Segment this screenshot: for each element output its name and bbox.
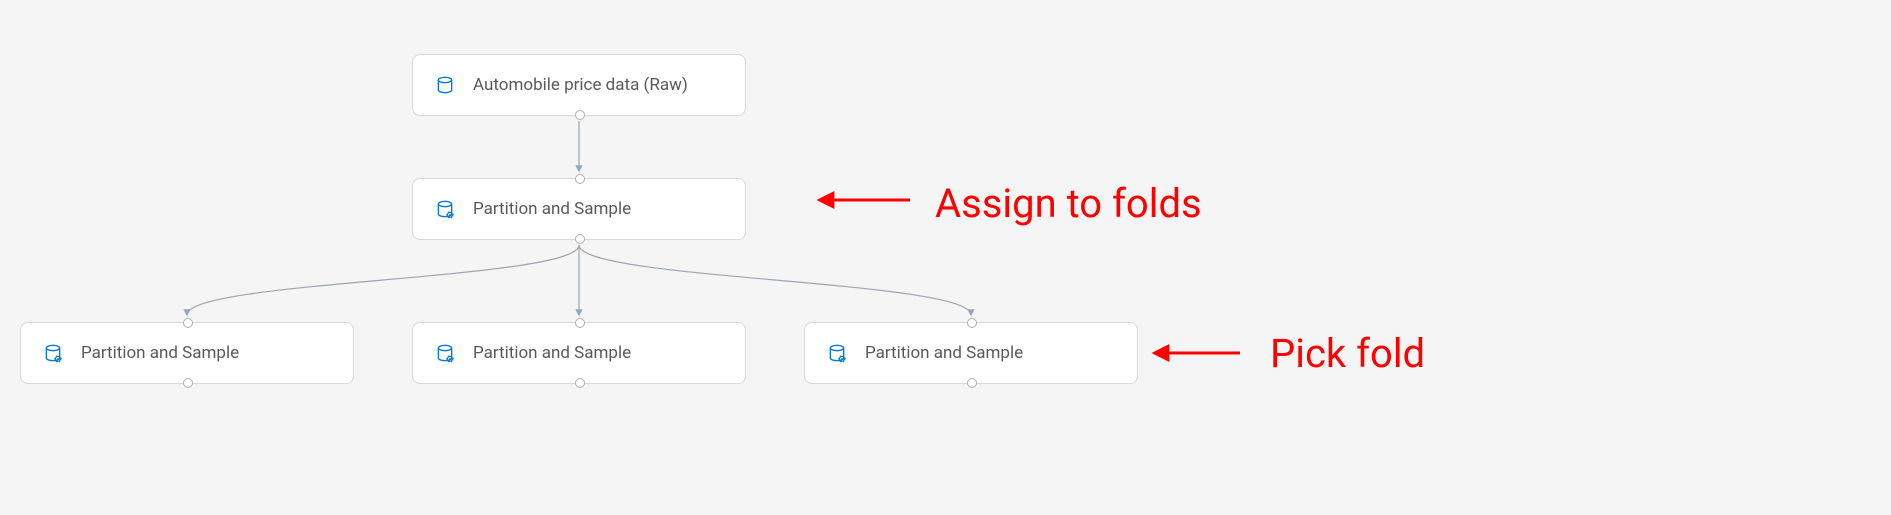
node-label: Automobile price data (Raw) [473, 75, 745, 95]
output-port[interactable] [183, 378, 193, 388]
edge [187, 245, 579, 315]
pipeline-node[interactable]: Partition and Sample [20, 322, 354, 384]
input-port[interactable] [183, 318, 193, 328]
annotation-arrow [1143, 341, 1252, 365]
pipeline-node[interactable]: Automobile price data (Raw) [412, 54, 746, 116]
input-port[interactable] [575, 174, 585, 184]
pipeline-node[interactable]: Partition and Sample [804, 322, 1138, 384]
output-port[interactable] [575, 378, 585, 388]
output-port[interactable] [967, 378, 977, 388]
input-port[interactable] [967, 318, 977, 328]
diagram-canvas: Automobile price data (Raw) Partition and… [0, 0, 1891, 515]
edge [579, 245, 971, 315]
output-port[interactable] [575, 234, 585, 244]
node-icon-wrap [435, 199, 455, 219]
edges-layer [0, 0, 1891, 515]
node-label: Partition and Sample [81, 343, 353, 363]
database-gear-icon [435, 343, 455, 363]
node-label: Partition and Sample [473, 343, 745, 363]
annotation-label: Pick fold [1270, 330, 1425, 377]
node-icon-wrap [43, 343, 63, 363]
pipeline-node[interactable]: Partition and Sample [412, 178, 746, 240]
node-label: Partition and Sample [473, 199, 745, 219]
database-gear-icon [827, 343, 847, 363]
output-port[interactable] [575, 110, 585, 120]
node-icon-wrap [435, 343, 455, 363]
database-icon [435, 75, 455, 95]
input-port[interactable] [575, 318, 585, 328]
annotation-label: Assign to folds [935, 180, 1202, 227]
node-label: Partition and Sample [865, 343, 1137, 363]
node-icon-wrap [827, 343, 847, 363]
database-gear-icon [43, 343, 63, 363]
database-gear-icon [435, 199, 455, 219]
annotation-arrow [808, 188, 922, 212]
node-icon-wrap [435, 75, 455, 95]
pipeline-node[interactable]: Partition and Sample [412, 322, 746, 384]
